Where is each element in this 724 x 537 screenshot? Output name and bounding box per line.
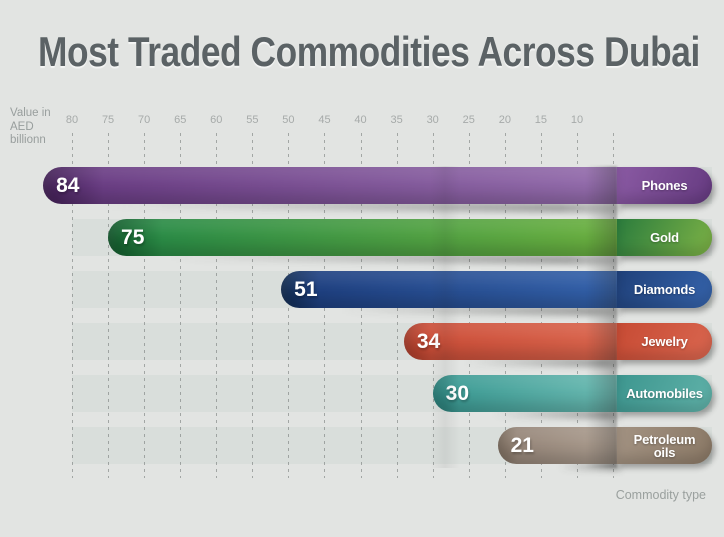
bar-value-label: 34 <box>416 329 441 353</box>
value-axis-tick-label: 10 <box>570 114 584 126</box>
value-axis-label-line-2: AED <box>10 120 34 133</box>
bar-value-label: 51 <box>294 277 318 301</box>
value-axis-tick-label: 60 <box>210 114 223 126</box>
value-axis-label-line-3: billionn <box>10 134 46 146</box>
gridline <box>252 133 254 478</box>
background-fold-shadow <box>430 166 460 468</box>
value-axis-tick-label: 80 <box>65 114 79 126</box>
value-axis-tick-label: 65 <box>174 114 187 126</box>
bar: 84 <box>43 167 712 204</box>
bar-value-label: 75 <box>121 225 145 249</box>
bar-category-label: Petroleum oils <box>633 431 696 460</box>
value-axis-tick-label: 15 <box>534 114 548 126</box>
bar: 75 <box>108 219 712 256</box>
value-axis-tick-label: 75 <box>101 114 115 126</box>
bar-category-label: Gold <box>650 230 679 245</box>
value-axis-label-line-1: Value in <box>10 107 51 119</box>
bar-value-label: 84 <box>56 173 80 197</box>
bar-category-label: Automobiles <box>626 386 703 401</box>
bar-category-label: Diamonds <box>633 282 696 297</box>
bar-category-capsule: Jewelry <box>617 323 712 360</box>
value-axis-tick-label: 40 <box>354 114 367 126</box>
bar-category-label: Jewelry <box>641 334 688 349</box>
gridline <box>72 133 73 478</box>
value-axis-tick-label: 25 <box>462 114 475 126</box>
bar-category-capsule: Diamonds <box>617 271 712 308</box>
bar-value-label: 21 <box>510 433 534 457</box>
gridline <box>144 133 146 478</box>
value-axis-tick-label: 30 <box>426 114 439 126</box>
value-axis-tick-label: 20 <box>498 114 511 126</box>
bar-category-capsule: Petroleum oils <box>617 427 712 464</box>
gridline <box>108 133 110 478</box>
bar-value-label: 30 <box>433 382 469 406</box>
value-axis-tick-label: 70 <box>138 114 151 126</box>
value-axis-tick-label: 35 <box>390 114 403 126</box>
gridline <box>216 133 218 478</box>
value-axis-tick-label: 45 <box>318 114 331 126</box>
bar-category-capsule: Automobiles <box>617 375 712 412</box>
chart-title: Most Traded Commodities Across Dubai <box>38 28 700 75</box>
value-axis-tick-label: 55 <box>246 114 259 126</box>
bar-category-capsule: Phones <box>617 167 712 204</box>
value-axis-tick-label: 50 <box>282 114 295 126</box>
category-axis-label: Commodity type <box>615 488 706 502</box>
value-axis-label: Value in AED billionn <box>10 107 51 148</box>
bar-category-capsule: Gold <box>617 219 712 256</box>
gridline <box>180 133 182 478</box>
bar-category-label: Phones <box>641 178 688 193</box>
capsule-column-shadow <box>586 166 617 468</box>
gridline <box>288 133 290 478</box>
